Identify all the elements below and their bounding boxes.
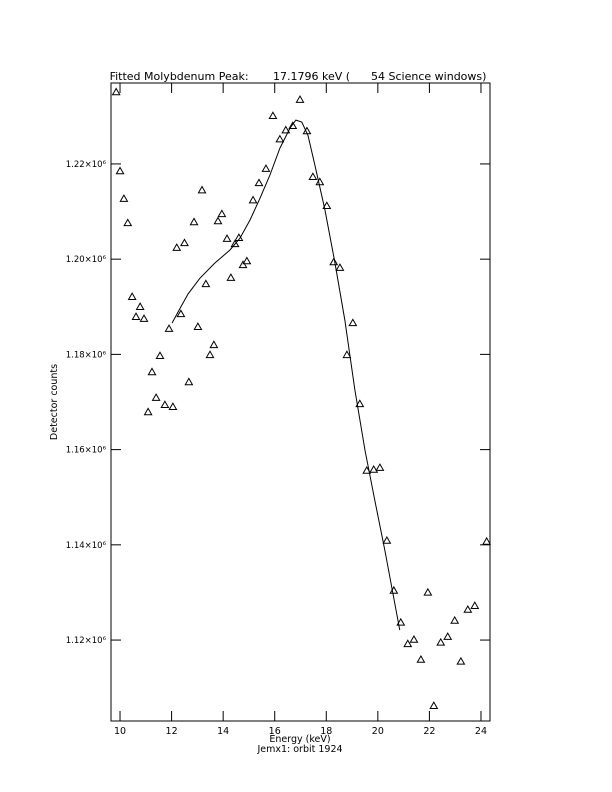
data-point (115, 166, 125, 175)
data-point (416, 654, 426, 663)
x-tick-label: 12 (166, 726, 178, 737)
data-point (217, 209, 227, 218)
data-point (342, 350, 352, 359)
data-point (123, 218, 133, 227)
data-point (443, 632, 453, 640)
data-point (322, 201, 332, 210)
subtitle: Jemx1: orbit 1924 (256, 744, 342, 755)
x-tick-label: 24 (475, 726, 487, 737)
data-point (382, 535, 392, 544)
data-point (127, 292, 137, 300)
data-point (143, 407, 153, 416)
data-point (268, 111, 278, 120)
plot-frame (110, 82, 491, 722)
data-point (456, 656, 466, 665)
data-point (254, 178, 264, 187)
data-point (209, 340, 219, 349)
data-point (160, 400, 170, 409)
data-point (403, 639, 413, 648)
data-point (193, 322, 203, 330)
data-point (168, 402, 178, 410)
y-axis-label: Detector counts (49, 364, 60, 440)
data-point (111, 87, 121, 96)
data-point (470, 601, 480, 609)
data-point (429, 701, 439, 709)
data-point (295, 95, 305, 103)
data-point (139, 314, 149, 322)
data-point (329, 257, 339, 266)
data-point (180, 238, 189, 247)
x-tick-label: 22 (423, 726, 435, 737)
y-tick-label: 1.22×10⁶ (66, 160, 107, 170)
x-tick-label: 20 (372, 726, 384, 737)
data-point (450, 615, 460, 624)
data-point (119, 194, 129, 202)
data-point (436, 637, 446, 646)
data-point (409, 634, 419, 643)
data-point (423, 587, 433, 596)
x-tick-label: 16 (269, 726, 281, 737)
data-point (315, 177, 325, 186)
data-point (463, 604, 473, 613)
data-point (176, 309, 186, 318)
data-point (155, 351, 165, 360)
data-point (261, 164, 271, 172)
data-point (135, 302, 145, 310)
x-tick-label: 10 (114, 726, 126, 737)
data-point (131, 312, 141, 320)
data-point (288, 121, 298, 130)
y-tick-label: 1.20×10⁶ (66, 255, 107, 265)
data-point (184, 377, 194, 386)
data-point (238, 260, 248, 269)
data-point (172, 243, 182, 251)
data-point (147, 367, 157, 376)
x-axis-label: Energy (keV) (269, 734, 330, 745)
data-point (482, 536, 492, 545)
fit-line (171, 119, 401, 631)
data-point (369, 465, 379, 473)
data-point (189, 217, 199, 226)
data-point (308, 172, 318, 180)
data-point (222, 234, 232, 242)
data-point (335, 263, 345, 271)
chart-title: Fitted Molybdenum Peak: 17.1796 keV ( 54… (110, 70, 487, 83)
y-tick-label: 1.16×10⁶ (66, 446, 107, 456)
y-tick-label: 1.18×10⁶ (66, 350, 107, 360)
data-point (375, 463, 385, 471)
data-point (348, 318, 358, 327)
data-point (213, 216, 223, 225)
data-point (355, 399, 365, 408)
y-tick-label: 1.14×10⁶ (66, 541, 107, 551)
data-point (226, 273, 236, 281)
data-point (151, 393, 161, 401)
data-point (281, 125, 291, 134)
data-point (164, 324, 174, 332)
x-tick-label: 18 (320, 726, 332, 737)
data-point (197, 185, 207, 194)
x-tick-label: 14 (217, 726, 229, 737)
data-point (248, 195, 258, 204)
data-point (396, 617, 406, 626)
data-point (201, 279, 211, 288)
data-point (242, 256, 252, 265)
data-point (275, 134, 285, 143)
data-point (230, 239, 240, 248)
y-tick-label: 1.12×10⁶ (66, 636, 107, 646)
data-point (205, 350, 215, 359)
